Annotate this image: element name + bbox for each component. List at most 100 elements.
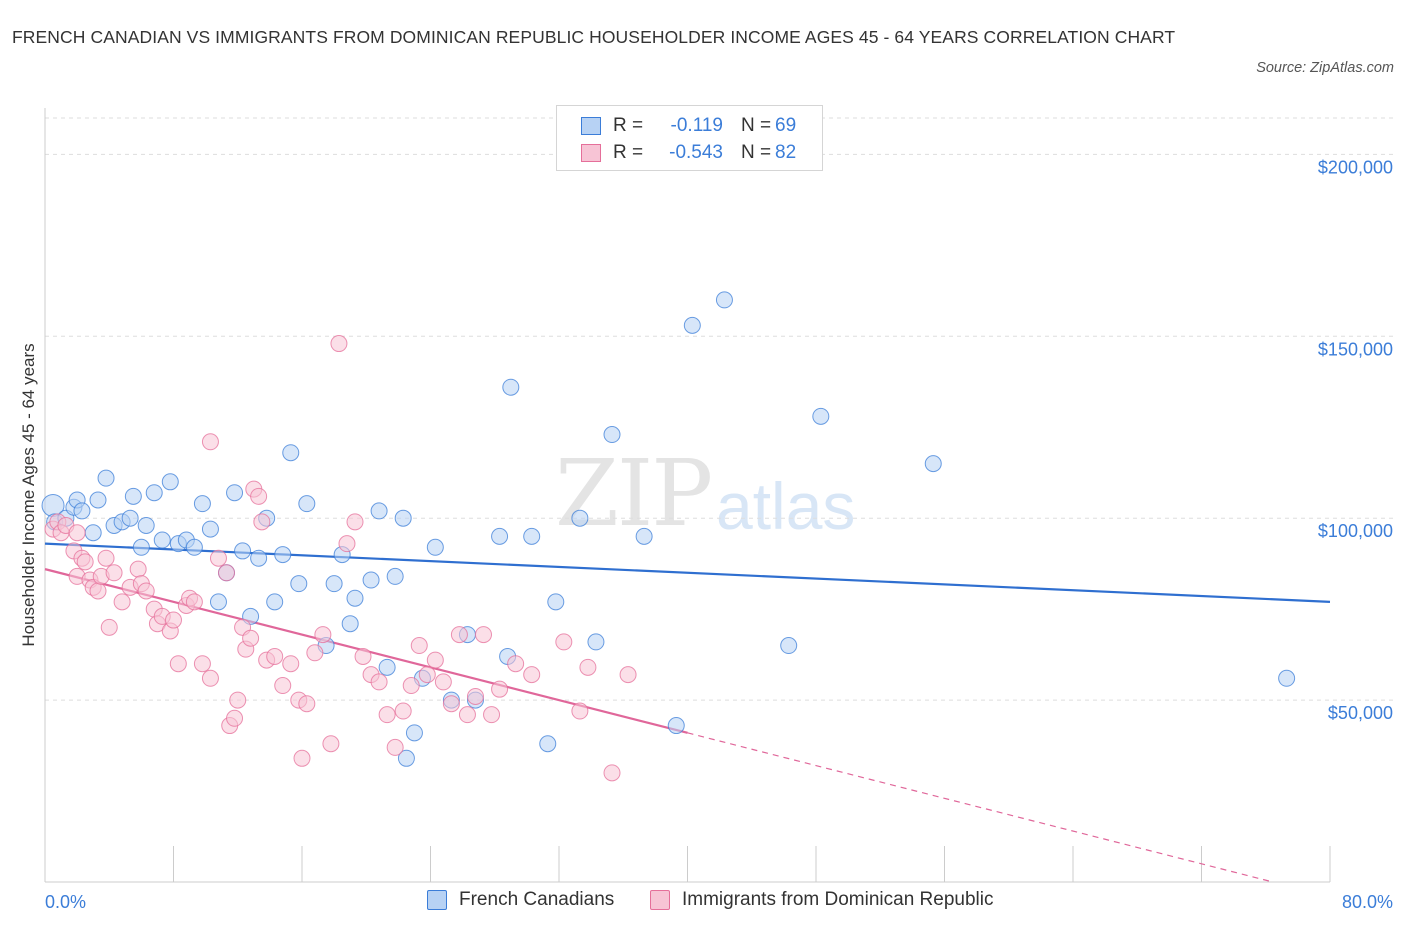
point-dominican bbox=[209, 549, 227, 567]
point-dominican bbox=[100, 618, 118, 636]
point-dominican bbox=[322, 735, 340, 753]
point-french-canadian bbox=[84, 524, 102, 542]
legend: R = -0.119 N = 69 R = -0.543 N = 82 bbox=[556, 105, 823, 171]
point-dominican bbox=[113, 593, 131, 611]
point-french-canadian bbox=[153, 531, 171, 549]
point-french-canadian bbox=[193, 495, 211, 513]
trend-line-dominican-extension bbox=[687, 732, 1274, 883]
point-dominican bbox=[201, 433, 219, 451]
point-french-canadian bbox=[145, 484, 163, 502]
point-dominican bbox=[571, 702, 589, 720]
point-french-canadian bbox=[386, 567, 404, 585]
point-french-canadian bbox=[571, 509, 589, 527]
point-dominican bbox=[418, 666, 436, 684]
y-tick-label: $50,000 bbox=[1328, 703, 1393, 723]
point-french-canadian bbox=[209, 593, 227, 611]
source-note: Source: ZipAtlas.com bbox=[1256, 60, 1394, 76]
point-french-canadian bbox=[226, 484, 244, 502]
point-french-canadian bbox=[780, 637, 798, 655]
point-dominican bbox=[426, 651, 444, 669]
point-french-canadian bbox=[370, 502, 388, 520]
bottom-legend: French Canadians Immigrants from Dominic… bbox=[0, 889, 1406, 915]
x-tick-label-max: 80.0% bbox=[1342, 892, 1393, 912]
point-dominican bbox=[338, 535, 356, 553]
point-french-canadian bbox=[502, 378, 520, 396]
point-french-canadian bbox=[97, 469, 115, 487]
point-dominican bbox=[274, 677, 292, 695]
point-french-canadian bbox=[325, 575, 343, 593]
point-french-canadian bbox=[362, 571, 380, 589]
point-french-canadian bbox=[250, 549, 268, 567]
point-dominican bbox=[378, 706, 396, 724]
legend-row-dominican: R = -0.543 N = 82 bbox=[581, 140, 796, 166]
point-french-canadian bbox=[715, 291, 733, 309]
point-dominican bbox=[293, 749, 311, 767]
point-french-canadian bbox=[812, 407, 830, 425]
point-french-canadian bbox=[298, 495, 316, 513]
point-dominican bbox=[555, 633, 573, 651]
point-dominican bbox=[579, 658, 597, 676]
point-dominican bbox=[450, 626, 468, 644]
point-french-canadian bbox=[924, 455, 942, 473]
tick-labels: $50,000 $100,000 $150,000 $200,000 0.0% 80.0%… bbox=[19, 157, 1393, 912]
y-tick-label: $100,000 bbox=[1318, 521, 1393, 541]
point-french-canadian bbox=[89, 491, 107, 509]
point-french-canadian bbox=[341, 615, 359, 633]
point-french-canadian bbox=[378, 658, 396, 676]
data-points bbox=[41, 291, 1296, 782]
point-dominican bbox=[169, 655, 187, 673]
point-dominican bbox=[201, 669, 219, 687]
point-dominican bbox=[89, 582, 107, 600]
point-dominican bbox=[253, 513, 271, 531]
point-french-canadian bbox=[290, 575, 308, 593]
point-dominican bbox=[346, 513, 364, 531]
point-dominican bbox=[330, 335, 348, 353]
point-french-canadian bbox=[201, 520, 219, 538]
point-dominican bbox=[475, 626, 493, 644]
point-dominican bbox=[185, 593, 203, 611]
legend-n-value: 82 bbox=[775, 142, 797, 163]
chart-title: FRENCH CANADIAN VS IMMIGRANTS FROM DOMIN… bbox=[12, 27, 1176, 47]
point-dominican bbox=[314, 626, 332, 644]
point-dominican bbox=[394, 702, 412, 720]
point-dominican bbox=[226, 709, 244, 727]
point-french-canadian bbox=[266, 593, 284, 611]
point-dominican bbox=[242, 629, 260, 647]
point-french-canadian bbox=[394, 509, 412, 527]
point-french-canadian bbox=[426, 538, 444, 556]
point-dominican bbox=[137, 582, 155, 600]
point-dominican bbox=[76, 553, 94, 571]
point-french-canadian bbox=[491, 527, 509, 545]
bottom-legend-item-french-canadians: French Canadians bbox=[427, 889, 614, 911]
point-french-canadian bbox=[124, 487, 142, 505]
point-dominican bbox=[442, 695, 460, 713]
point-dominican bbox=[250, 487, 268, 505]
point-dominican bbox=[386, 738, 404, 756]
legend-r-label: R = bbox=[613, 115, 644, 136]
point-dominican bbox=[266, 647, 284, 665]
point-dominican bbox=[483, 706, 501, 724]
point-french-canadian bbox=[539, 735, 557, 753]
point-french-canadian bbox=[282, 444, 300, 462]
point-dominican bbox=[282, 655, 300, 673]
point-french-canadian bbox=[635, 527, 653, 545]
point-dominican bbox=[603, 764, 621, 782]
point-french-canadian bbox=[683, 316, 701, 334]
legend-row-french-canadians: R = -0.119 N = 69 bbox=[581, 113, 796, 139]
watermark-zip: ZIP bbox=[555, 440, 713, 547]
point-dominican bbox=[466, 687, 484, 705]
point-french-canadian bbox=[121, 509, 139, 527]
point-french-canadian bbox=[397, 749, 415, 767]
point-french-canadian bbox=[587, 633, 605, 651]
point-french-canadian bbox=[137, 516, 155, 534]
point-dominican bbox=[458, 706, 476, 724]
legend-swatch-blue bbox=[427, 890, 447, 910]
point-dominican bbox=[68, 524, 86, 542]
legend-swatch-pink bbox=[581, 144, 601, 162]
point-dominican bbox=[507, 655, 525, 673]
point-french-canadian bbox=[73, 502, 91, 520]
legend-r-label: R = bbox=[613, 142, 644, 163]
axes bbox=[44, 108, 1331, 883]
point-french-canadian bbox=[161, 473, 179, 491]
point-dominican bbox=[410, 637, 428, 655]
